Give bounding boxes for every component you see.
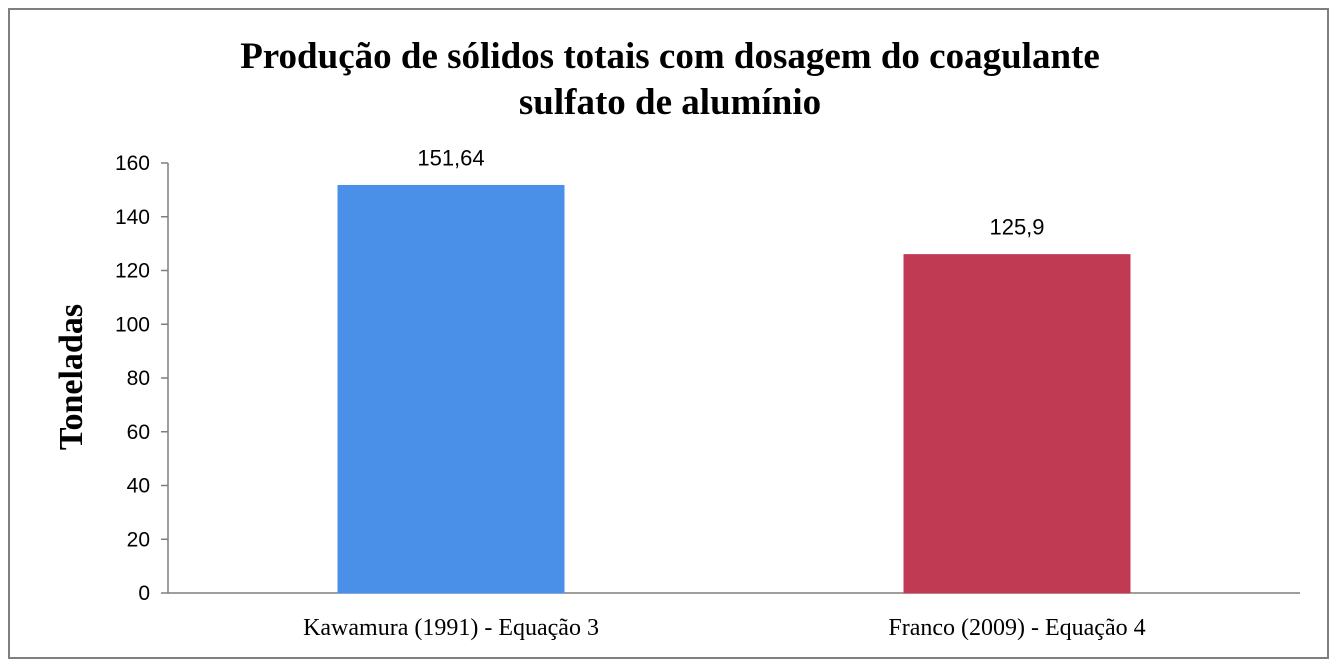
y-tick-label: 160 — [115, 152, 150, 175]
bar-2 — [903, 254, 1131, 594]
chart-title-line-1: Produção de sólidos totais com dosagem d… — [240, 36, 1100, 77]
y-tick-label: 100 — [115, 313, 150, 336]
y-tick-label: 40 — [127, 475, 150, 498]
bars — [337, 184, 1131, 594]
y-tick-label: 140 — [115, 206, 150, 229]
bar-1 — [337, 184, 565, 594]
data-label-2: 125,9 — [989, 215, 1044, 240]
y-tick-label: 120 — [115, 260, 150, 283]
labels: 151,64 Kawamura (1991) - Equação 3 125,9 Fr… — [303, 145, 1146, 641]
data-label-1: 151,64 — [417, 145, 484, 170]
y-tick-label: 20 — [127, 528, 150, 551]
x-category-label-1: Kawamura (1991) - Equação 3 — [303, 615, 599, 641]
y-tick-label: 80 — [127, 367, 150, 390]
y-tick-label: 0 — [138, 582, 150, 605]
y-axis-label: Toneladas — [53, 304, 90, 450]
y-tick-label: 60 — [127, 421, 150, 444]
x-category-label-2: Franco (2009) - Equação 4 — [888, 615, 1145, 641]
chart-title-line-2: sulfato de alumínio — [519, 82, 821, 123]
